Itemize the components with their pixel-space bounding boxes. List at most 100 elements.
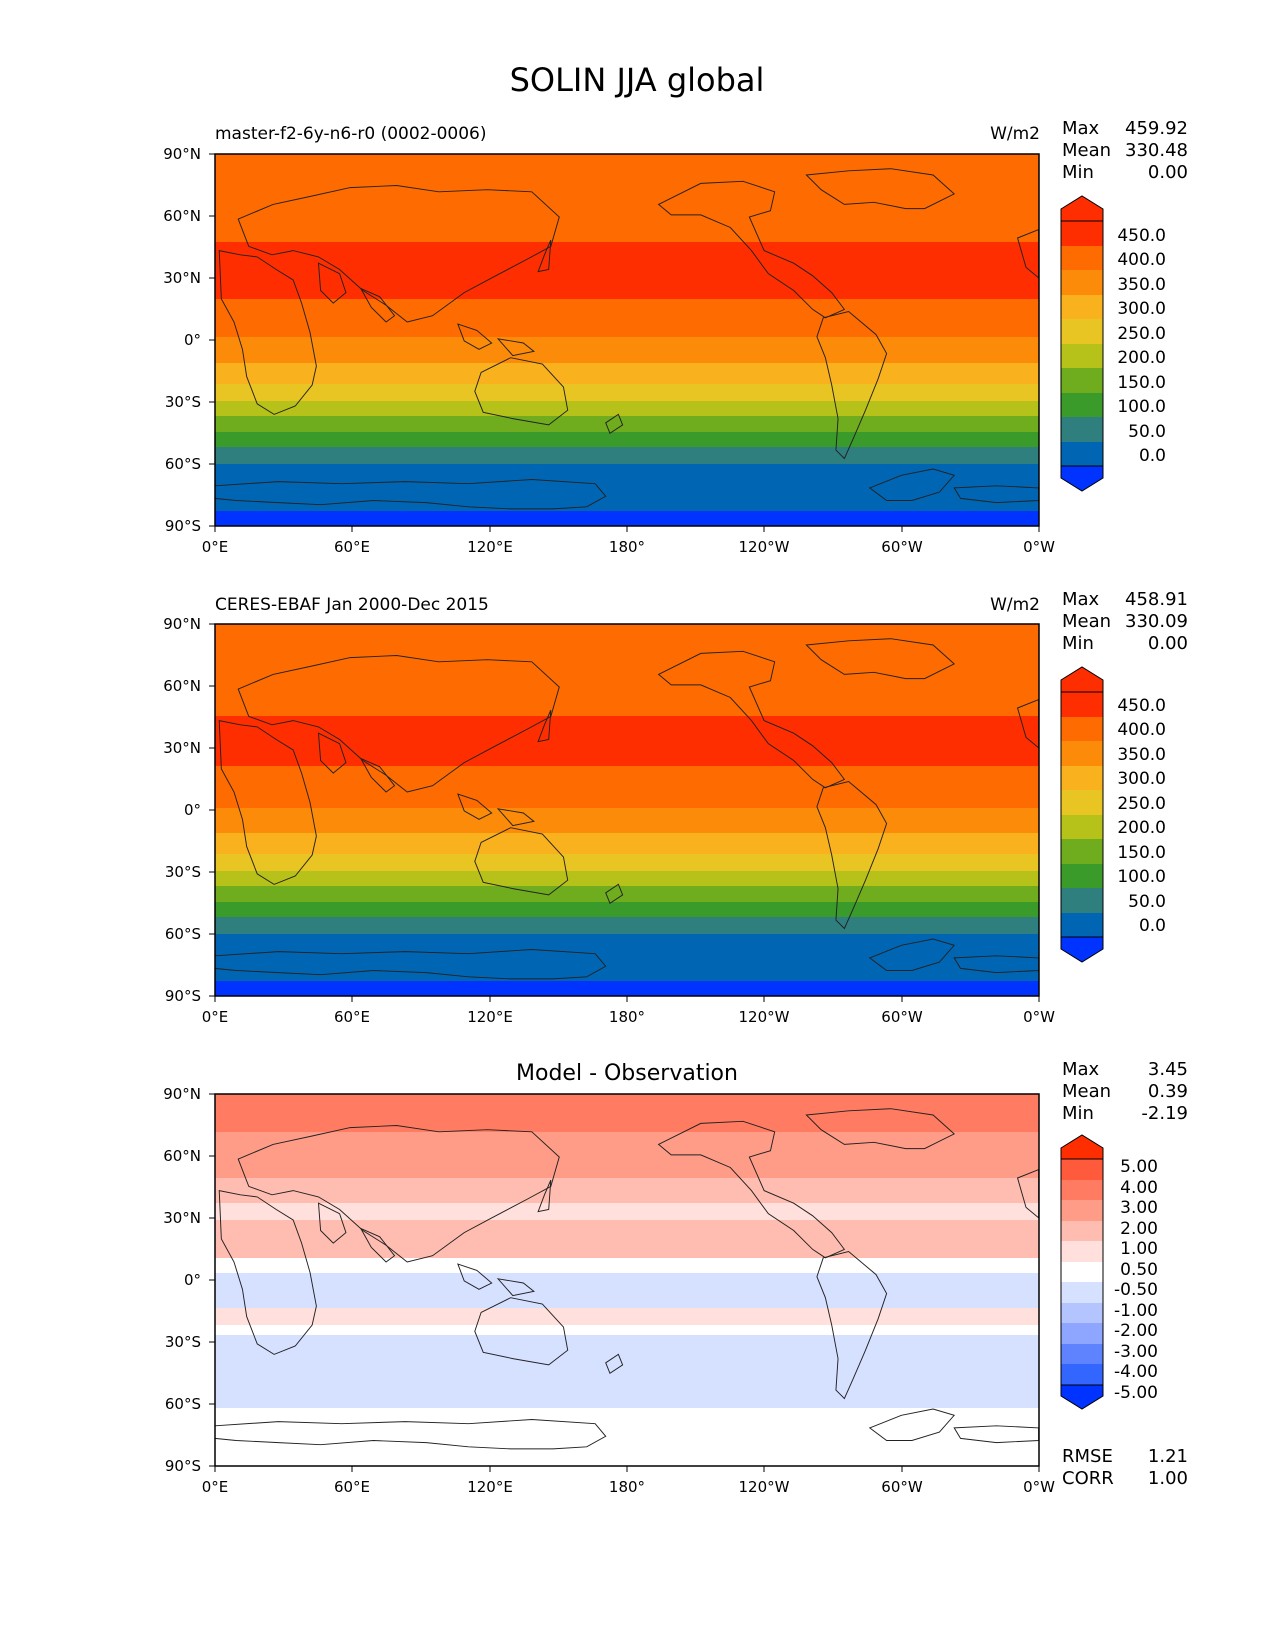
colorbar-label: 150.0 (1117, 373, 1166, 393)
colorbar-label: -3.00 (1114, 1342, 1158, 1362)
band-72-90 (215, 1094, 1039, 1132)
y-tick-label: 60°S (165, 455, 201, 473)
colorbar-cell (1061, 246, 1103, 270)
colorbar-cell (1061, 692, 1103, 717)
band-12-30 (215, 1220, 1039, 1258)
y-tick-label: 0° (184, 1271, 201, 1289)
colorbar-label: 250.0 (1117, 794, 1166, 814)
x-tick-label: 0°E (202, 1008, 229, 1026)
band-m52-m45 (215, 432, 1039, 447)
stat-max-value: 3.45 (1148, 1059, 1188, 1080)
colorbar-cell (1061, 1323, 1103, 1344)
colorbar-label: 400.0 (1117, 720, 1166, 740)
map-panel-model (214, 153, 1040, 527)
band-m25-m20 (215, 1325, 1039, 1335)
x-axis-model: 0°E 60°E 120°E 180° 120°W 60°W 0°W (202, 526, 1055, 556)
y-tick-label: 30°S (165, 393, 201, 411)
colorbar-label: 0.0 (1139, 446, 1166, 466)
colorbar-cell (1061, 1180, 1103, 1200)
band-m60-m52 (215, 917, 1039, 934)
band-46-90 (215, 624, 1039, 716)
band-m30-m22 (215, 854, 1039, 871)
y-tick-label: 60°N (163, 677, 201, 695)
colorbar-top-extend (1060, 195, 1104, 222)
colorbar-cell (1061, 417, 1103, 442)
x-tick-label: 0°W (1023, 1478, 1055, 1496)
stat-corr-label: CORR (1062, 1468, 1114, 1489)
colorbar-cell (1061, 1303, 1103, 1323)
y-axis-model: 90°N 60°N 30°N 0° 30°S 60°S 90°S (163, 145, 215, 535)
band-m90-m83 (215, 981, 1039, 996)
y-tick-label: 0° (184, 801, 201, 819)
band-m90-m60 (215, 1408, 1039, 1466)
panel-observation: CERES-EBAF Jan 2000-Dec 2015 W/m2 Max 45… (163, 589, 1188, 1026)
band-m20-m12 (215, 1308, 1039, 1325)
band-m45-m37 (215, 886, 1039, 902)
x-tick-label: 180° (609, 1478, 645, 1496)
y-tick-label: 90°N (163, 1085, 201, 1103)
stat-max-label: Max (1062, 118, 1100, 139)
y-tick-label: 30°N (163, 739, 201, 757)
colorbar-cell (1061, 815, 1103, 839)
colorbar-label: 450.0 (1117, 696, 1166, 716)
colorbar-label: 300.0 (1117, 769, 1166, 789)
x-axis-difference: 0°E 60°E 120°E 180° 120°W 60°W 0°W (202, 1466, 1055, 1496)
band-m37-m30 (215, 401, 1039, 416)
stat-max-value: 459.92 (1125, 118, 1188, 139)
panel-model-stats: Max 459.92 Mean 330.48 Min 0.00 (1062, 118, 1188, 183)
stat-min-value: 0.00 (1148, 633, 1188, 654)
stat-max-label: Max (1062, 1059, 1100, 1080)
band-m45-m37 (215, 416, 1039, 432)
map-bands-difference (215, 1094, 1039, 1466)
panel-difference-stats: Max 3.45 Mean 0.39 Min -2.19 (1062, 1059, 1188, 1124)
colorbar-label: 350.0 (1117, 275, 1166, 295)
stat-max-value: 458.91 (1125, 589, 1188, 610)
band-21-46 (215, 716, 1039, 766)
colorbar-cell (1061, 1241, 1103, 1262)
colorbar-bottom-extend (1060, 936, 1104, 963)
colorbar-cell (1061, 221, 1103, 246)
band-50-72 (215, 1132, 1039, 1178)
y-tick-label: 90°S (165, 1457, 201, 1475)
colorbar-cell (1061, 442, 1103, 466)
y-axis-observation: 90°N 60°N 30°N 0° 30°S 60°S 90°S (163, 615, 215, 1005)
colorbar-cell (1061, 888, 1103, 913)
y-tick-label: 90°S (165, 517, 201, 535)
colorbar-label: -2.00 (1114, 1321, 1158, 1341)
y-tick-label: 60°S (165, 925, 201, 943)
colorbar-cell (1061, 864, 1103, 888)
x-tick-label: 0°E (202, 1478, 229, 1496)
y-tick-label: 30°N (163, 1209, 201, 1227)
panel-model: master-f2-6y-n6-r0 (0002-0006) W/m2 Max … (163, 118, 1188, 556)
band-47-90 (215, 154, 1039, 242)
stat-min-label: Min (1062, 162, 1094, 183)
colorbar-observation: 450.0 400.0 350.0 300.0 250.0 200.0 150.… (1060, 666, 1166, 963)
colorbar-label: 2.00 (1120, 1219, 1158, 1239)
x-tick-label: 60°E (334, 1008, 370, 1026)
y-axis-difference: 90°N 60°N 30°N 0° 30°S 60°S 90°S (163, 1085, 215, 1475)
band-30-38 (215, 1203, 1039, 1220)
colorbar-cell (1061, 913, 1103, 937)
colorbar-label: 250.0 (1117, 324, 1166, 344)
colorbar-label: 200.0 (1117, 818, 1166, 838)
band-m90-m83 (215, 511, 1039, 526)
band-m60-m25 (215, 1335, 1039, 1408)
x-axis-observation: 0°E 60°E 120°E 180° 120°W 60°W 0°W (202, 996, 1055, 1026)
colorbar-label: 100.0 (1117, 397, 1166, 417)
colorbar-label: 150.0 (1117, 843, 1166, 863)
x-tick-label: 0°E (202, 538, 229, 556)
colorbar-label: 3.00 (1120, 1198, 1158, 1218)
band-38-50 (215, 1178, 1039, 1203)
colorbar-cell (1061, 270, 1103, 295)
colorbar-cell (1061, 368, 1103, 393)
x-tick-label: 120°E (467, 538, 513, 556)
colorbar-label: 50.0 (1128, 892, 1166, 912)
x-tick-label: 60°W (881, 1008, 923, 1026)
band-m37-m30 (215, 871, 1039, 886)
band-20-47 (215, 242, 1039, 299)
stat-corr-value: 1.00 (1148, 1468, 1188, 1489)
band-0-20 (215, 299, 1039, 337)
x-tick-label: 60°W (881, 1478, 923, 1496)
x-tick-label: 60°W (881, 538, 923, 556)
panel-difference-footer-stats: RMSE 1.21 CORR 1.00 (1062, 1446, 1188, 1489)
